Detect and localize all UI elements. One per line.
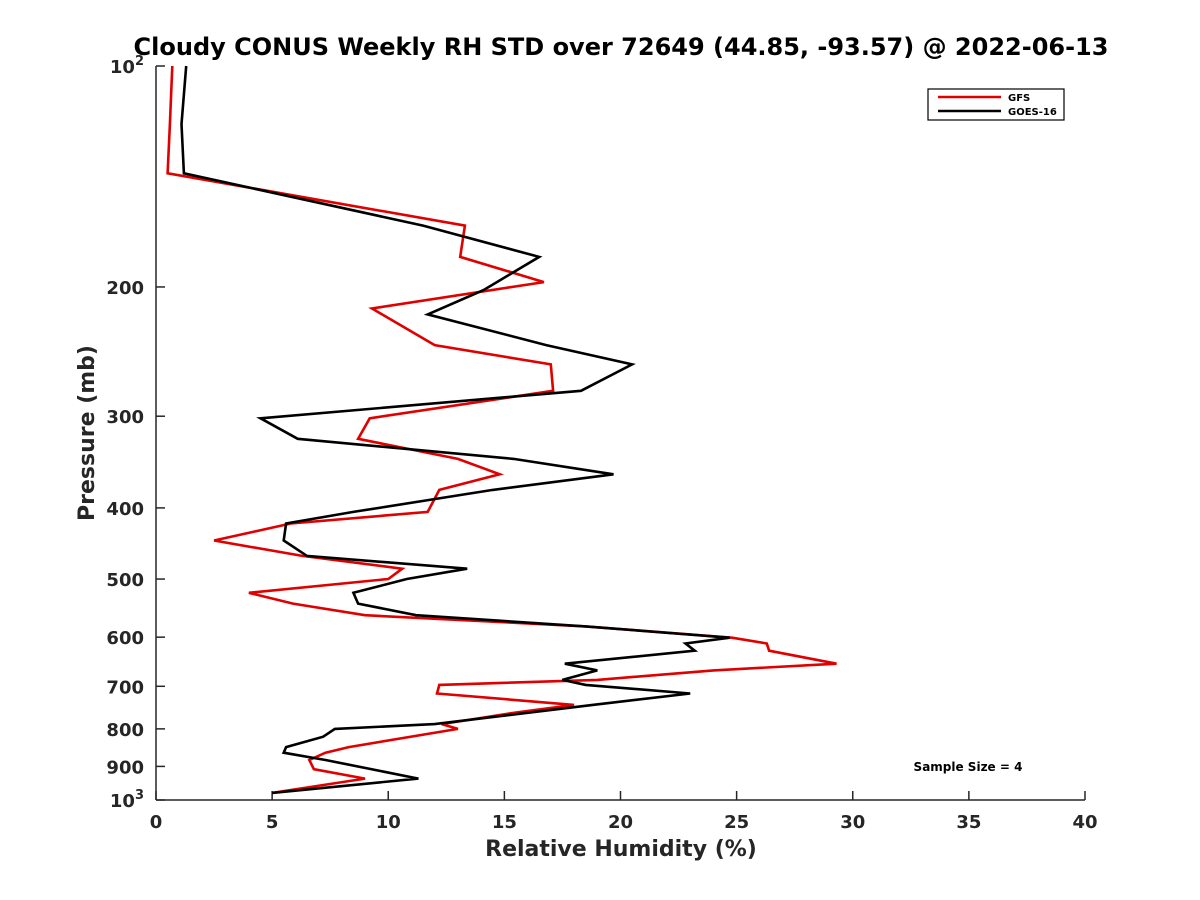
chart-title: Cloudy CONUS Weekly RH STD over 72649 (4… (134, 33, 1109, 61)
x-tick-label: 20 (608, 812, 633, 833)
y-tick-label: 500 (106, 570, 144, 591)
y-tick-label: 200 (106, 278, 144, 299)
x-axis-label: Relative Humidity (%) (485, 837, 757, 862)
plot-area (155, 66, 1085, 801)
y-axis-ticks: 102 200 300 400 500 600 700 800 900 103 (106, 54, 165, 812)
x-tick-label: 35 (956, 812, 981, 833)
y-tick-label: 102 (110, 54, 144, 78)
y-tick-label: 300 (106, 407, 144, 428)
y-tick-label: 800 (106, 720, 144, 741)
y-tick-label: 400 (106, 499, 144, 520)
y-axis-label: Pressure (mb) (75, 345, 100, 521)
x-tick-label: 30 (840, 812, 865, 833)
x-tick-label: 0 (150, 812, 163, 833)
x-tick-label: 5 (266, 812, 279, 833)
x-tick-label: 10 (376, 812, 401, 833)
series-line-goes16 (180, 65, 730, 795)
x-tick-label: 15 (492, 812, 517, 833)
legend-label-goes16: GOES-16 (1008, 107, 1057, 118)
x-axis-ticks: 0 5 10 15 20 25 30 35 40 (150, 791, 1098, 833)
y-tick-label: 900 (106, 757, 144, 778)
sample-size-annotation: Sample Size = 4 (914, 760, 1023, 774)
series-layer (166, 65, 837, 795)
y-tick-label: 103 (110, 788, 144, 812)
legend-box (927, 88, 1065, 121)
y-tick-label: 700 (106, 677, 144, 698)
x-tick-label: 40 (1072, 812, 1097, 833)
y-tick-label: 600 (106, 628, 144, 649)
legend-label-gfs: GFS (1008, 93, 1030, 104)
x-tick-label: 25 (724, 812, 749, 833)
series-line-gfs (166, 65, 837, 795)
legend: GFS GOES-16 (927, 88, 1065, 121)
